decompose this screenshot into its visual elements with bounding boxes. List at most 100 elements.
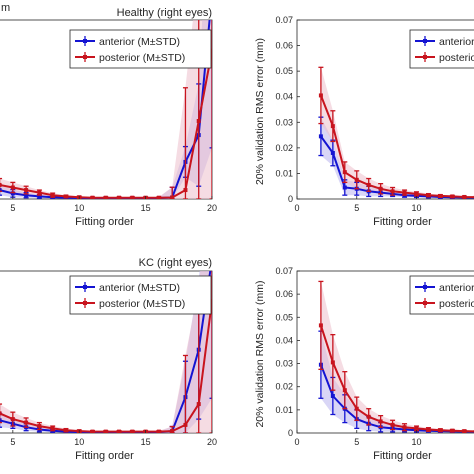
legend-label: posterior <box>439 298 474 310</box>
legend: anterior posterior <box>409 275 474 315</box>
data-point-posterior <box>130 195 135 199</box>
x-tick-label: 10 <box>411 203 421 213</box>
data-point-posterior <box>378 419 383 424</box>
y-tick-label: 0.06 <box>275 289 293 299</box>
plot-area <box>0 20 212 199</box>
x-tick-label: 15 <box>141 437 151 447</box>
x-tick-label: 5 <box>354 437 359 447</box>
x-axis-label: Fitting order <box>373 450 432 462</box>
panel-tr: 0 5 10 0 0.01 0.02 0.03 0.04 0.05 0.06 0.07 20% val… <box>254 15 474 228</box>
x-tick-label: 20 <box>207 203 217 213</box>
legend-box <box>69 275 212 315</box>
plot-area <box>318 66 474 199</box>
x-tick-label: 5 <box>354 203 359 213</box>
legend-label: anterior (M±STD) <box>99 36 180 48</box>
x-tick-label: 10 <box>74 437 84 447</box>
y-axis-label: 20% validation RMS error (mm) <box>254 38 266 185</box>
legend-swatch-marker <box>423 301 427 305</box>
data-point-posterior <box>90 195 95 199</box>
y-tick-label: 0 <box>288 194 293 204</box>
data-point-posterior <box>462 429 467 433</box>
data-point-posterior <box>450 428 455 433</box>
data-point-anterior <box>24 193 29 198</box>
data-point-posterior <box>354 406 359 411</box>
data-point-posterior <box>130 429 135 433</box>
panel-tl: 5 10 15 20 Fitting order Healthy (right eyes)… <box>0 2 217 228</box>
data-point-posterior <box>63 194 68 199</box>
data-point-posterior <box>342 388 347 393</box>
data-point-anterior <box>0 418 2 423</box>
data-point-posterior <box>414 426 419 431</box>
x-tick-label: 15 <box>141 203 151 213</box>
std-band-posterior <box>0 20 212 199</box>
data-point-posterior <box>90 429 95 433</box>
data-point-posterior <box>390 422 395 427</box>
data-point-posterior <box>366 414 371 419</box>
data-point-posterior <box>366 182 371 187</box>
data-point-posterior <box>10 185 15 190</box>
legend-swatch-marker <box>423 285 427 289</box>
data-point-posterior <box>426 193 431 198</box>
data-point-posterior <box>402 190 407 195</box>
data-point-posterior <box>117 429 122 433</box>
data-point-posterior <box>170 195 175 199</box>
data-point-posterior <box>10 417 15 422</box>
y-tick-label: 0.05 <box>275 66 293 76</box>
legend-swatch-marker <box>83 301 87 305</box>
legend-label: anterior <box>439 36 474 48</box>
data-point-anterior <box>330 393 335 398</box>
y-axis-label: 20% validation RMS error (mm) <box>254 280 266 427</box>
data-point-anterior <box>330 150 335 155</box>
data-point-posterior <box>156 195 161 199</box>
data-point-posterior <box>24 188 29 193</box>
legend-box <box>69 29 212 69</box>
data-point-posterior <box>50 193 55 198</box>
data-point-posterior <box>156 429 161 433</box>
data-point-posterior <box>183 422 188 427</box>
x-tick-label: 5 <box>10 203 15 213</box>
data-point-posterior <box>414 191 419 196</box>
y-tick-label: 0.02 <box>275 382 293 392</box>
data-point-anterior <box>37 194 42 199</box>
data-point-posterior <box>426 427 431 432</box>
panel-title: KC (right eyes) <box>139 257 212 269</box>
data-point-posterior <box>342 170 347 175</box>
x-tick-label: 10 <box>411 437 421 447</box>
data-point-posterior <box>50 426 55 431</box>
data-point-posterior <box>117 195 122 199</box>
y-tick-label: 0.01 <box>275 168 293 178</box>
panel-title: Healthy (right eyes) <box>117 7 212 19</box>
data-point-posterior <box>0 411 2 416</box>
plot-area <box>318 280 474 433</box>
data-point-posterior <box>63 428 68 433</box>
data-point-posterior <box>37 424 42 429</box>
y-tick-label: 0.07 <box>275 15 293 25</box>
data-point-anterior <box>10 191 15 196</box>
y-tick-label: 0.03 <box>275 359 293 369</box>
x-tick-label: 20 <box>207 437 217 447</box>
data-point-posterior <box>318 323 323 328</box>
x-tick-label: 10 <box>74 203 84 213</box>
data-point-posterior <box>37 190 42 195</box>
data-point-posterior <box>438 193 443 198</box>
y-tick-label: 0.04 <box>275 92 293 102</box>
legend-swatch-marker <box>83 285 87 289</box>
legend-label: posterior (M±STD) <box>99 52 185 64</box>
y-tick-label: 0.02 <box>275 143 293 153</box>
y-tick-label: 0.01 <box>275 405 293 415</box>
data-point-anterior <box>342 185 347 190</box>
data-point-posterior <box>402 425 407 430</box>
legend-box <box>409 29 474 69</box>
legend: anterior (M±STD) posterior (M±STD) <box>69 275 212 315</box>
data-point-posterior <box>438 428 443 433</box>
x-tick-label: 0 <box>294 437 299 447</box>
legend: anterior (M±STD) posterior (M±STD) <box>69 29 212 69</box>
y-tick-label: 0.05 <box>275 312 293 322</box>
y-tick-label: 0.06 <box>275 41 293 51</box>
y-tick-label: 0.07 <box>275 266 293 276</box>
data-point-posterior <box>378 186 383 191</box>
data-point-posterior <box>24 420 29 425</box>
y-tick-label: 0.04 <box>275 335 293 345</box>
data-point-posterior <box>103 429 108 433</box>
